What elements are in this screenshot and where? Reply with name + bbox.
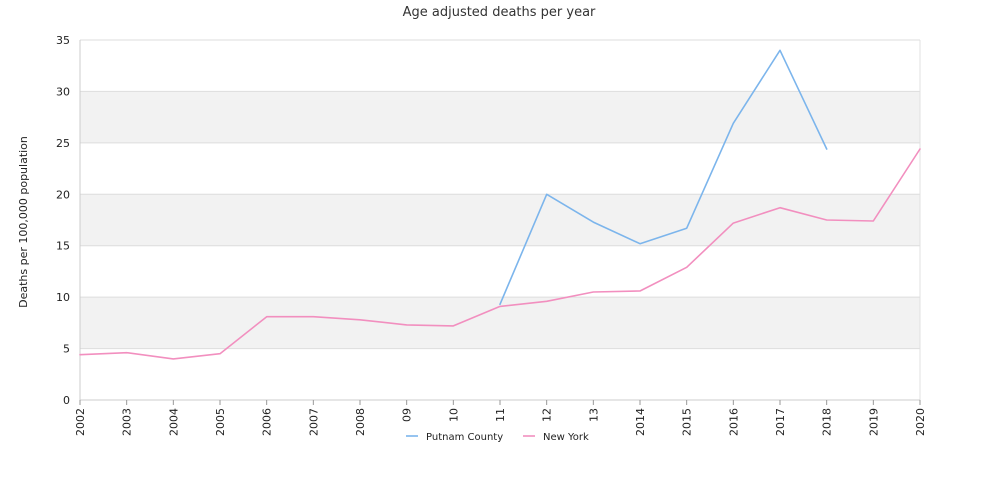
series-lines bbox=[79, 49, 921, 360]
x-tick-label: 10 bbox=[447, 408, 460, 422]
x-tick-label: 2006 bbox=[261, 408, 274, 436]
chart-title: Age adjusted deaths per year bbox=[403, 5, 596, 20]
y-tick-label: 5 bbox=[63, 343, 70, 356]
x-tick-label: 2002 bbox=[74, 408, 87, 436]
grid-bands bbox=[80, 91, 920, 349]
x-tick-label: 2016 bbox=[727, 408, 740, 436]
x-tick-label: 12 bbox=[541, 408, 554, 422]
x-tick-label: 13 bbox=[587, 408, 600, 422]
legend-label: New York bbox=[543, 432, 589, 443]
axes bbox=[79, 40, 921, 405]
grid-band bbox=[80, 91, 920, 143]
series-new-york bbox=[79, 148, 921, 360]
x-tick-label: 2019 bbox=[867, 408, 880, 436]
x-tick-label: 2008 bbox=[354, 408, 367, 436]
legend[interactable]: Putnam County New York bbox=[406, 432, 589, 443]
y-tick-label: 10 bbox=[56, 291, 70, 304]
legend-label: Putnam County bbox=[426, 432, 503, 443]
x-tick-labels: 2002 2003 2004 2005 2006 2007 2008 09 10 11 12 13 20… bbox=[74, 408, 927, 436]
x-tick-label: 11 bbox=[494, 408, 507, 422]
x-tick-label: 2020 bbox=[914, 408, 927, 436]
series-putnam-county bbox=[499, 49, 828, 306]
x-tick-label: 2005 bbox=[214, 408, 227, 436]
y-tick-label: 20 bbox=[56, 188, 70, 201]
legend-item-new-york[interactable]: New York bbox=[523, 432, 589, 443]
y-tick-label: 25 bbox=[56, 137, 70, 150]
series-line bbox=[79, 148, 921, 360]
x-tick-label: 2014 bbox=[634, 408, 647, 436]
x-tick-label: 2007 bbox=[307, 408, 320, 436]
y-axis-label: Deaths per 100,000 population bbox=[17, 136, 30, 308]
y-tick-label: 0 bbox=[63, 394, 70, 407]
y-tick-label: 15 bbox=[56, 240, 70, 253]
x-tick-label: 09 bbox=[401, 408, 414, 422]
y-tick-label: 30 bbox=[56, 85, 70, 98]
legend-item-putnam-county[interactable]: Putnam County bbox=[406, 432, 503, 443]
series-line bbox=[499, 49, 828, 306]
x-tick-label: 2017 bbox=[774, 408, 787, 436]
x-tick-label: 2018 bbox=[821, 408, 834, 436]
x-tick-label: 2003 bbox=[121, 408, 134, 436]
x-tick-label: 2015 bbox=[681, 408, 694, 436]
x-tick-label: 2004 bbox=[167, 408, 180, 436]
y-tick-label: 35 bbox=[56, 34, 70, 47]
grid-band bbox=[80, 194, 920, 246]
y-tick-labels: 0 5 10 15 20 25 30 35 bbox=[56, 34, 70, 407]
